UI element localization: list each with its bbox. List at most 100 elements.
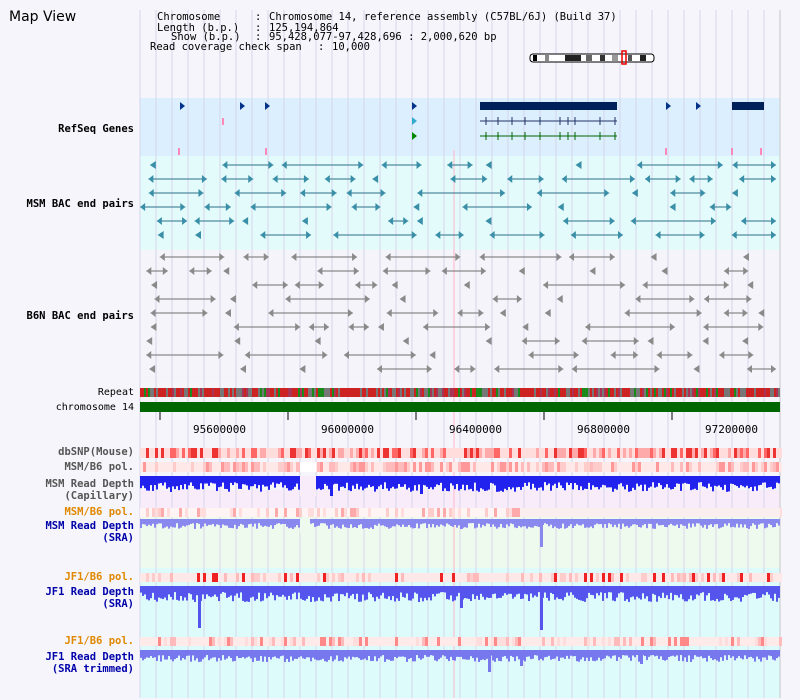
depth-mark <box>524 476 526 483</box>
depth-mark <box>598 519 600 525</box>
repeat-mark <box>400 388 402 397</box>
pol-mark <box>368 508 371 517</box>
pol-mark <box>197 637 200 646</box>
pol-mark <box>626 448 629 458</box>
depth-mark <box>530 476 532 490</box>
pol-mark <box>182 573 185 582</box>
depth-mark <box>236 476 238 484</box>
jf1-read-depth-sra-label-1[interactable]: JF1 Read Depth <box>45 586 134 598</box>
pol-mark <box>776 637 779 646</box>
jf1-read-depth-trimmed-label-2[interactable]: (SRA trimmed) <box>51 663 134 675</box>
repeat-mark <box>412 388 414 397</box>
bac-end <box>478 309 484 317</box>
pol-mark <box>230 573 233 582</box>
depth-mark <box>192 519 194 524</box>
msm-read-depth-sra-label-1[interactable]: MSM Read Depth <box>45 520 134 532</box>
msm-b6-pol-label[interactable]: MSM/B6 pol. <box>64 461 134 473</box>
pol-mark <box>608 573 611 582</box>
depth-mark <box>482 650 484 660</box>
repeat-mark <box>588 388 590 397</box>
depth-mark <box>258 476 260 486</box>
axis-tick-label: 96800000 <box>577 423 630 436</box>
depth-mark <box>156 476 158 490</box>
depth-mark <box>498 476 500 492</box>
depth-mark <box>510 586 512 594</box>
bac-end <box>723 281 729 289</box>
b6n-bac-end-pairs-label[interactable]: B6N BAC end pairs <box>26 310 134 322</box>
depth-mark <box>206 476 208 484</box>
pol-mark <box>179 573 182 582</box>
depth-mark <box>410 476 412 492</box>
pol-mark <box>521 462 524 472</box>
bac-end <box>447 161 453 169</box>
depth-mark <box>652 476 654 483</box>
pol-mark <box>170 448 173 458</box>
depth-mark <box>232 650 234 662</box>
bac-end <box>189 267 195 275</box>
repeat-mark <box>746 388 748 397</box>
pol-mark <box>149 448 152 458</box>
depth-mark <box>282 519 284 524</box>
repeat-mark <box>150 388 152 397</box>
msm-msm-b6-pol-label[interactable]: MSM/B6 pol. <box>64 506 134 518</box>
repeat-mark <box>602 388 604 397</box>
depth-mark <box>502 476 504 492</box>
depth-mark <box>564 519 566 529</box>
depth-mark <box>616 519 618 528</box>
bac-end <box>516 295 522 303</box>
repeat-mark <box>196 388 198 397</box>
pol-mark <box>386 573 389 582</box>
jf1-b6-pol-label-1[interactable]: JF1/B6 pol. <box>64 571 134 583</box>
msm-read-depth-capillary-label-2[interactable]: (Capillary) <box>64 490 134 502</box>
pol-mark <box>374 448 377 458</box>
axis-tick-label: 96400000 <box>449 423 502 436</box>
pol-mark <box>719 448 722 458</box>
pol-mark <box>692 462 695 472</box>
jf1-b6-pol-label-2[interactable]: JF1/B6 pol. <box>64 635 134 647</box>
repeat-mark <box>582 388 584 397</box>
depth-mark <box>514 586 516 597</box>
depth-mark <box>284 586 286 597</box>
depth-mark <box>750 519 752 527</box>
depth-mark <box>472 476 474 492</box>
repeat-mark <box>224 388 226 397</box>
depth-mark <box>400 650 402 657</box>
depth-mark <box>264 476 266 487</box>
jf1-read-depth-sra-label-2[interactable]: (SRA) <box>102 598 134 610</box>
pol-mark <box>671 462 674 472</box>
repeat-mark <box>222 388 224 397</box>
msm-read-depth-sra-label-2[interactable]: (SRA) <box>102 532 134 544</box>
msm-read-depth-capillary-label-1[interactable]: MSM Read Depth <box>45 478 134 490</box>
depth-mark <box>578 476 580 491</box>
repeat-mark <box>584 388 586 397</box>
depth-mark <box>200 519 202 529</box>
pol-mark <box>455 462 458 472</box>
pol-mark <box>263 448 266 458</box>
depth-mark <box>270 476 272 485</box>
depth-spike <box>460 519 463 529</box>
pol-mark <box>761 637 764 646</box>
msm-bac-end-pairs-label[interactable]: MSM BAC end pairs <box>26 198 134 210</box>
depth-mark <box>264 650 266 657</box>
refseq-genes-label[interactable]: RefSeq Genes <box>58 123 134 135</box>
pol-mark <box>731 448 734 458</box>
depth-mark <box>512 586 514 599</box>
pol-mark <box>347 462 350 472</box>
depth-mark <box>310 586 312 602</box>
repeat-mark <box>374 388 376 397</box>
pol-mark <box>626 637 629 646</box>
pol-mark <box>752 462 755 472</box>
pol-mark <box>467 508 470 517</box>
pol-mark <box>413 637 416 646</box>
pol-mark <box>161 448 164 458</box>
depth-mark <box>490 476 492 483</box>
pol-mark <box>605 462 608 472</box>
colon-3: : <box>255 31 262 43</box>
pol-mark <box>170 508 173 517</box>
depth-mark <box>712 586 714 601</box>
pol-mark <box>548 637 551 646</box>
dbsnp-label[interactable]: dbSNP(Mouse) <box>58 446 134 458</box>
bac-end <box>234 337 241 345</box>
jf1-read-depth-trimmed-label-1[interactable]: JF1 Read Depth <box>45 651 134 663</box>
depth-mark <box>478 586 480 600</box>
